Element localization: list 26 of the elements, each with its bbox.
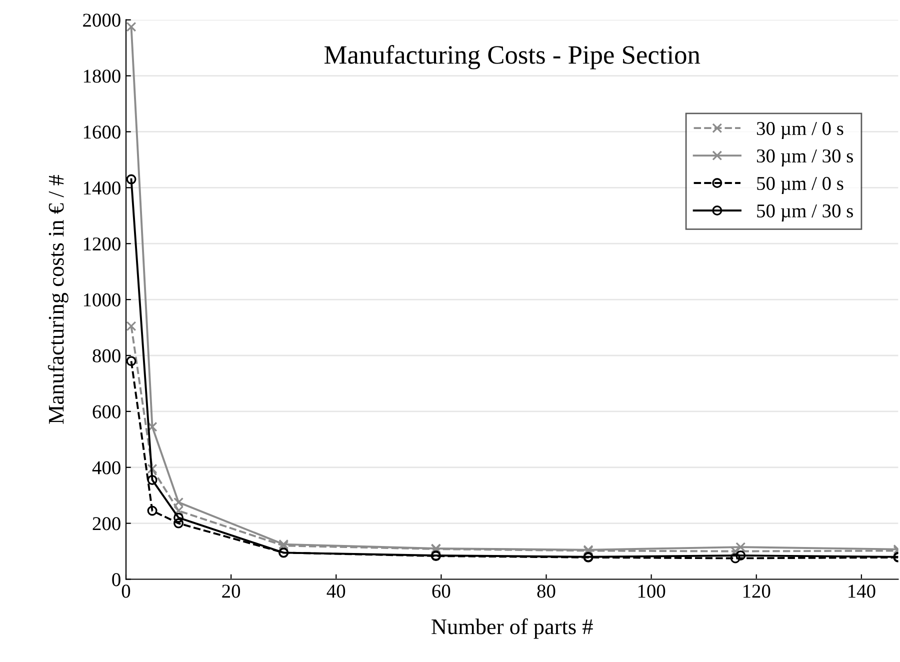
x-tick-label: 80 xyxy=(537,584,556,598)
y-tick-label: 1400 xyxy=(84,181,120,195)
y-tick-label: 1200 xyxy=(84,237,120,251)
y-tick-label: 400 xyxy=(92,461,120,474)
y-tick-label: 2000 xyxy=(83,14,120,27)
x-tick-label: 60 xyxy=(432,584,450,598)
x-axis-title: Number of parts # xyxy=(432,618,593,639)
y-tick-label: 800 xyxy=(92,349,120,362)
y-tick-label: 1000 xyxy=(84,293,120,306)
y-tick-label: 1800 xyxy=(84,70,120,83)
legend-label: 50 µm / 30 s xyxy=(757,204,853,222)
legend-label: 30 µm / 30 s xyxy=(756,149,853,166)
y-axis-title: Manufacturing costs in € / # xyxy=(48,174,68,424)
y-tick-label: 1600 xyxy=(84,126,120,139)
text: Manufacturing Costs - Pipe Section xyxy=(324,45,700,70)
x-tick-label: 140 xyxy=(848,584,876,598)
legend-label: 30 µm / 0 s xyxy=(756,122,844,140)
y-tick-label: 0 xyxy=(112,573,120,586)
x-tick-label: 0 xyxy=(122,584,130,598)
x-tick-label: 100 xyxy=(638,584,666,598)
legend-label: 50 µm / 0 s xyxy=(757,176,844,194)
x-tick-label: 120 xyxy=(743,584,770,598)
x-tick-label: 40 xyxy=(326,584,346,598)
y-tick-label: 600 xyxy=(92,405,120,418)
y-tick-label: 200 xyxy=(92,517,120,530)
x-tick-label: 20 xyxy=(222,584,240,598)
